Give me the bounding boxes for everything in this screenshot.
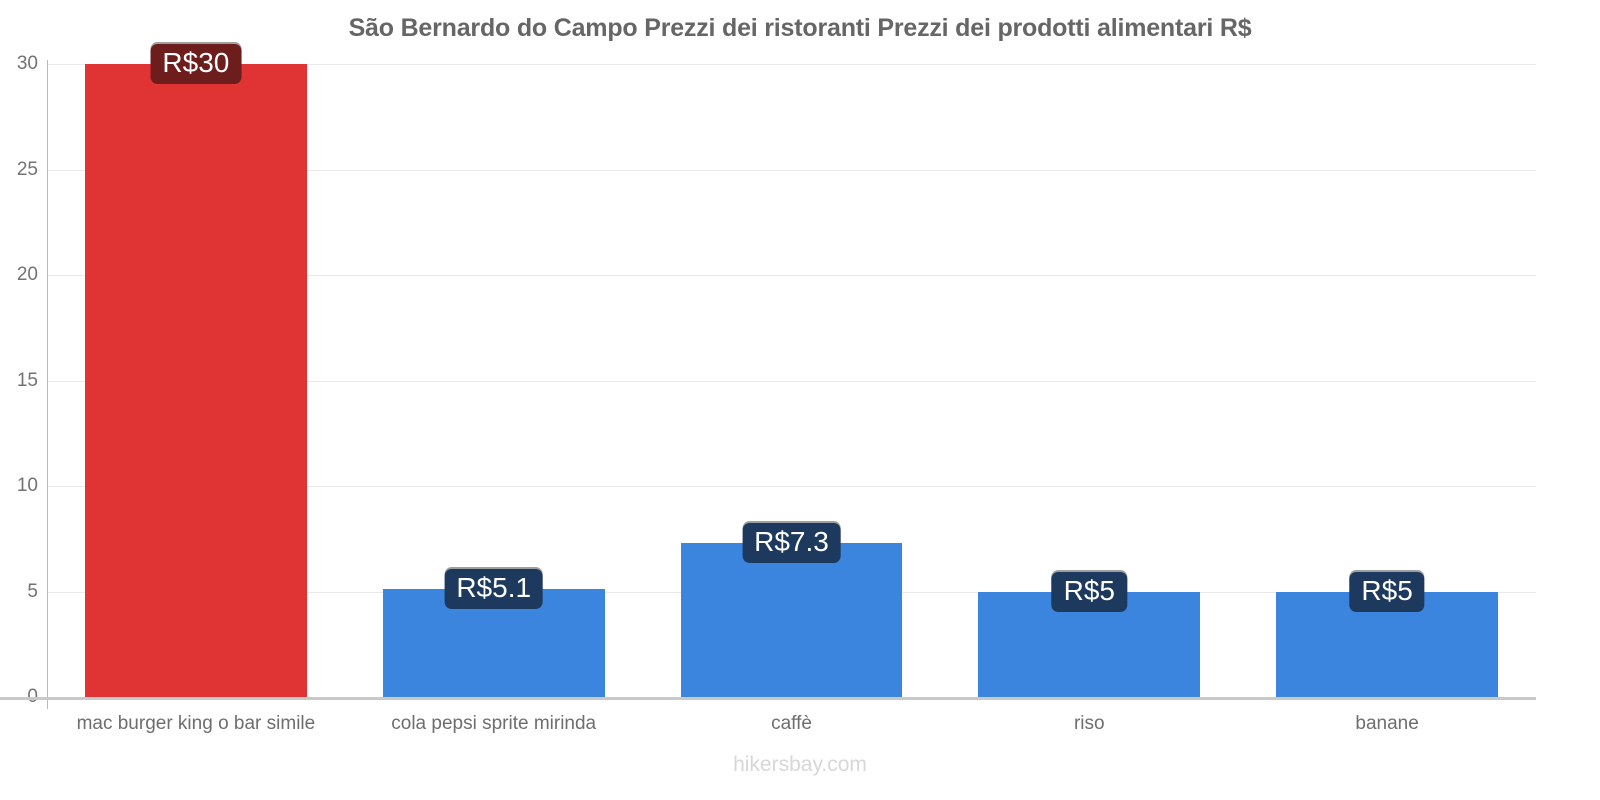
- bar[interactable]: [84, 64, 307, 697]
- bar-value-label: R$7.3: [742, 522, 841, 563]
- y-axis-tick-label: 15: [16, 369, 38, 391]
- source-watermark: hikersbay.com: [733, 753, 867, 776]
- y-axis-origin-tick: [47, 697, 48, 709]
- y-axis-tick-label: 5: [27, 580, 38, 602]
- x-axis-category-label: caffè: [771, 713, 812, 734]
- bar-value-label: R$5: [1051, 571, 1127, 612]
- y-axis-tick-label: 30: [16, 53, 38, 74]
- bar-value-label: R$5.1: [444, 569, 544, 610]
- x-axis-category-label: riso: [1073, 713, 1105, 734]
- bar[interactable]: [680, 542, 903, 697]
- y-axis-tick-label: 25: [16, 158, 38, 180]
- gridline: [47, 380, 1536, 382]
- x-axis-category-label: banane: [1355, 713, 1419, 734]
- y-axis-tick-label: 20: [16, 264, 38, 285]
- bar-value-label: R$5: [1349, 571, 1425, 612]
- y-axis-line: [47, 60, 48, 701]
- x-axis-category-label: cola pepsi sprite mirinda: [391, 713, 597, 734]
- x-axis-category-label: mac burger king o bar simile: [76, 713, 316, 734]
- y-axis-tick-label: 10: [16, 475, 38, 496]
- x-axis-line: [0, 697, 1536, 700]
- gridline: [47, 275, 1536, 276]
- y-axis-tick-label: 0: [0, 686, 38, 708]
- bar-value-label: R$30: [150, 44, 242, 84]
- chart-title: São Bernardo do Campo Prezzi dei ristora…: [348, 14, 1252, 42]
- gridline: [47, 169, 1536, 171]
- gridline: [47, 486, 1536, 487]
- gridline: [47, 64, 1536, 65]
